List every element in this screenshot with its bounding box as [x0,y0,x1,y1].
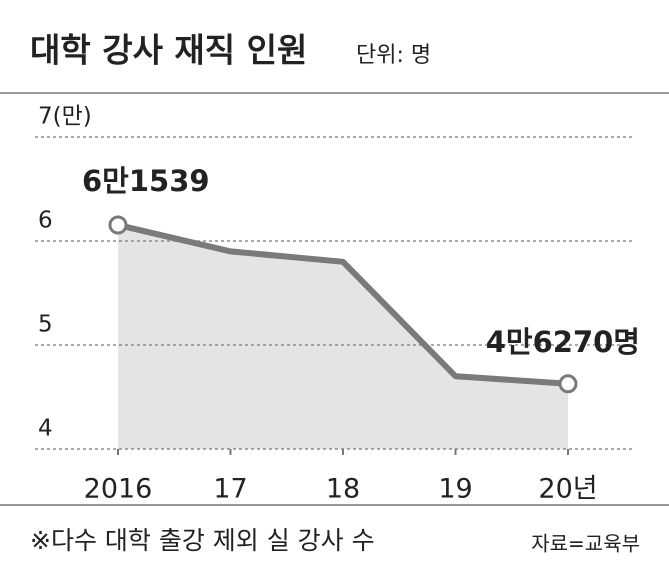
x-tick-label: 18 [326,474,360,505]
y-tick-label: 5 [38,312,53,338]
point [558,374,578,394]
note: ※다수 대학 출강 제외 실 강사 수 [30,526,375,555]
y-tick-label: 7(만) [38,104,92,130]
data-label: 4만6270명 [486,325,640,359]
chart-title: 대학 강사 재직 인원 [30,31,307,70]
chart-subtitle: 단위: 명 [356,43,431,68]
x-tick-label: 20년 [538,474,597,505]
source: 자료=교육부 [531,532,640,556]
x-tick-label: 19 [438,474,472,505]
y-tick-label: 4 [38,416,53,442]
y-tick-label: 6 [38,208,53,234]
line [117,222,569,387]
area [118,224,568,449]
x-tick-label: 17 [213,474,247,505]
x-tick-label: 2016 [84,474,153,505]
point [108,215,128,235]
data-label: 6만1539 [82,164,210,198]
